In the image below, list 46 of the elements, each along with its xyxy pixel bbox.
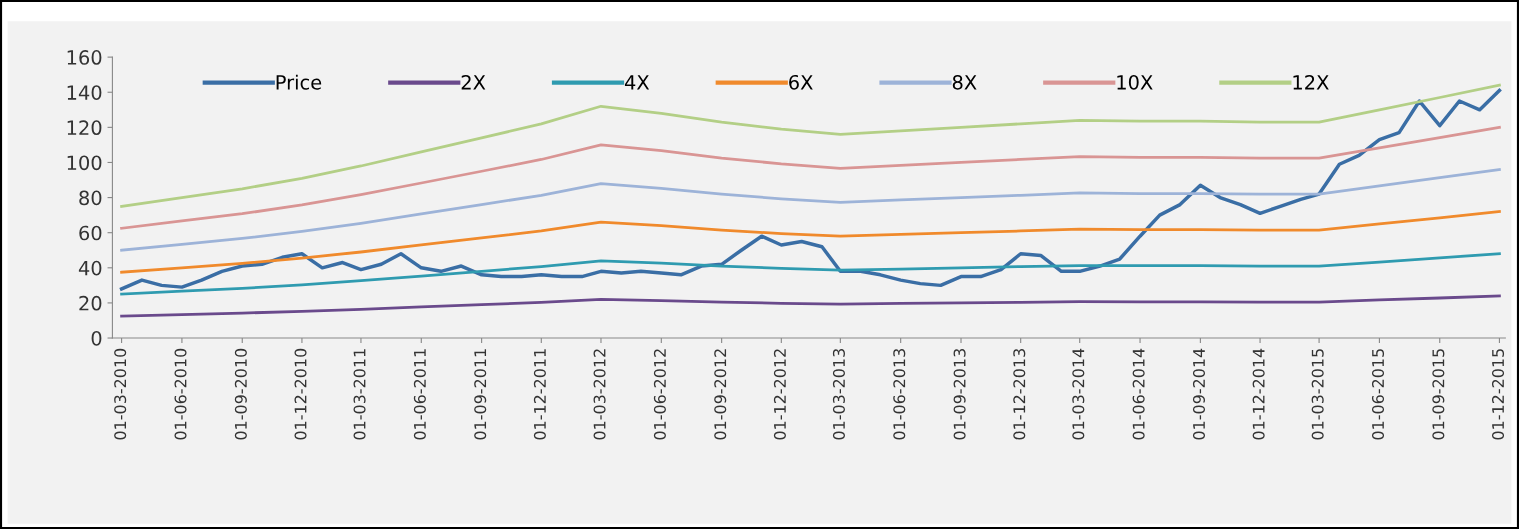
y-tick-label: 160	[67, 50, 102, 65]
y-tick-label: 80	[79, 190, 102, 206]
line-series	[120, 210, 1501, 274]
x-tick-label: 01-09-2013	[953, 349, 966, 440]
x-tick-label: 01-03-2014	[1072, 348, 1085, 440]
x-tick-label: 01-12-2010	[294, 348, 307, 440]
x-tick-label: 01-09-2014	[1192, 348, 1206, 440]
y-tick-label: 60	[79, 225, 102, 241]
y-tick-label: 120	[67, 120, 102, 136]
legend-label: Price	[276, 74, 322, 90]
x-tick-label: 01-03-2013	[832, 349, 845, 440]
x-tick-label: 01-09-2011	[474, 349, 487, 440]
y-tick-label: 100	[67, 155, 102, 171]
y-tick-label: 0	[91, 330, 102, 346]
x-tick-label: 01-06-2013	[893, 349, 906, 440]
x-tick-label: 01-03-2012	[593, 349, 606, 440]
x-tick-label: 01-06-2015	[1371, 349, 1385, 440]
x-tick-label: 01-06-2014	[1132, 348, 1145, 440]
x-tick-label: 01-12-2013	[1013, 349, 1026, 440]
x-tick-label: 01-09-2015	[1432, 349, 1445, 440]
x-tick-label: 01-12-2015	[1491, 349, 1505, 440]
y-tick-label: 40	[78, 260, 102, 276]
legend-label: 10X	[1117, 74, 1153, 90]
legend-label: 4X	[624, 75, 650, 90]
legend-label: 6X	[789, 74, 813, 90]
line-series	[120, 252, 1501, 296]
legend-label: 12X	[1293, 74, 1329, 90]
x-tick-label: 01-12-2012	[773, 349, 786, 440]
y-tick-label: 20	[79, 295, 102, 311]
line-series	[120, 125, 1501, 230]
x-tick-label: 01-12-2014	[1252, 348, 1265, 440]
x-tick-label: 01-06-2011	[413, 349, 426, 440]
x-tick-label: 01-06-2010	[174, 348, 187, 440]
line-series	[120, 168, 1501, 252]
line-series	[120, 294, 1501, 318]
x-tick-label: 01-06-2012	[653, 349, 666, 440]
legend-label: 8X	[952, 74, 977, 90]
x-tick-label: 01-12-2011	[533, 349, 546, 440]
x-tick-label: 01-03-2015	[1311, 349, 1324, 440]
legend-label: 2X	[461, 74, 486, 90]
y-tick-label: 140	[67, 85, 102, 100]
line-series	[119, 88, 1502, 291]
x-tick-label: 01-03-2010	[114, 348, 127, 440]
x-tick-label: 01-03-2011	[353, 349, 366, 440]
x-tick-label: 01-09-2010	[234, 348, 247, 440]
x-tick-label: 01-09-2012	[714, 349, 727, 440]
